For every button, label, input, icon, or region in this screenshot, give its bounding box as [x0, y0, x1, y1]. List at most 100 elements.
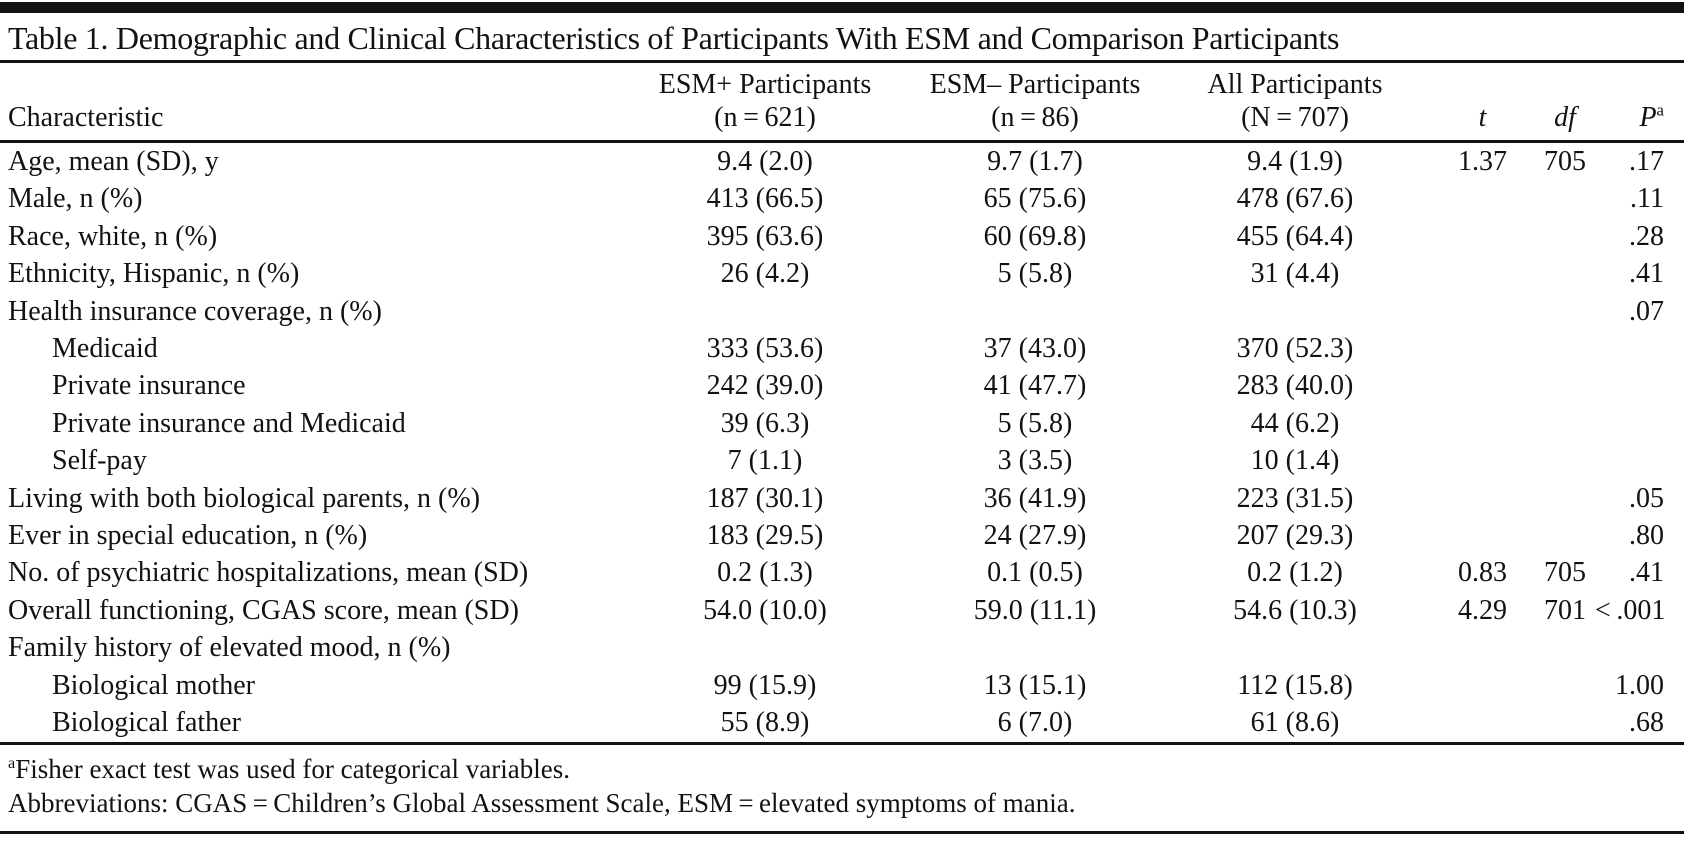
cell-all: 207 (29.3)	[1236, 520, 1354, 552]
cell-df	[1535, 480, 1595, 517]
cell-esm-minus	[910, 629, 1160, 666]
row-label: Race, white, n (%)	[8, 220, 218, 252]
table-title: Table 1. Demographic and Clinical Charac…	[0, 13, 1684, 63]
cell-t	[1430, 293, 1535, 330]
table-row: Overall functioning, CGAS score, mean (S…	[0, 592, 1684, 629]
cell-all: 370 (52.3)	[1236, 333, 1354, 365]
cell-esm-plus: 54.0 (10.0)	[703, 594, 827, 626]
table-footnotes: aFisher exact test was used for categori…	[0, 745, 1684, 820]
cell-esm-plus: 99 (15.9)	[713, 669, 817, 701]
cell-all: 61 (8.6)	[1160, 704, 1430, 745]
column-header-t: t	[1430, 63, 1535, 143]
cell-p: .11	[1630, 183, 1664, 215]
cell-all: 9.4 (1.9)	[1247, 146, 1343, 177]
cell-esm-minus: 37 (43.0)	[983, 333, 1087, 365]
cell-t	[1430, 180, 1535, 217]
cell-df	[1535, 218, 1595, 255]
cell-t	[1430, 405, 1535, 442]
cell-p: < .001	[1595, 594, 1666, 626]
column-header-esm-minus-line1: ESM– Participants	[929, 69, 1141, 100]
cell-p: 1.00	[1615, 669, 1664, 701]
row-label: Medicaid	[52, 333, 158, 365]
cell-p: .05	[1629, 482, 1664, 514]
row-label: Overall functioning, CGAS score, mean (S…	[8, 594, 519, 626]
header-row: Characteristic ESM+ Participants (n = 62…	[0, 63, 1684, 143]
row-label: Family history of elevated mood, n (%)	[8, 632, 451, 664]
cell-esm-plus	[620, 629, 910, 666]
cell-esm-plus: 333 (53.6)	[706, 333, 824, 365]
column-header-esm-minus: ESM– Participants (n = 86)	[910, 63, 1160, 143]
cell-esm-plus: 7 (1.1)	[727, 445, 803, 477]
cell-all: 455 (64.4)	[1236, 220, 1354, 252]
p-label: P	[1639, 102, 1657, 133]
row-label: Self-pay	[52, 445, 147, 477]
row-label: No. of psychiatric hospitalizations, mea…	[8, 557, 529, 589]
cell-t	[1430, 667, 1535, 704]
table-row: Private insurance 242 (39.0) 41 (47.7) 283 …	[0, 367, 1684, 404]
cell-p	[1595, 405, 1684, 442]
row-label: Male, n (%)	[8, 183, 143, 215]
column-header-all-line2: (N = 707)	[1241, 102, 1349, 133]
cell-esm-plus: 413 (66.5)	[706, 183, 824, 215]
cell-df	[1535, 405, 1595, 442]
cell-df	[1535, 517, 1595, 554]
cell-esm-minus: 5 (5.8)	[997, 258, 1073, 290]
cell-esm-plus: 0.2 (1.3)	[717, 557, 813, 589]
row-label: Biological mother	[52, 669, 255, 701]
demographics-table: Characteristic ESM+ Participants (n = 62…	[0, 63, 1684, 745]
cell-all: 112 (15.8)	[1237, 669, 1353, 701]
cell-esm-minus: 41 (47.7)	[983, 370, 1087, 402]
cell-all: 223 (31.5)	[1236, 482, 1354, 514]
cell-p	[1595, 330, 1684, 367]
cell-df	[1535, 629, 1595, 666]
cell-t	[1430, 480, 1535, 517]
row-label: Private insurance	[52, 370, 246, 402]
cell-df	[1535, 442, 1595, 479]
column-header-all-line1: All Participants	[1207, 69, 1383, 100]
cell-esm-minus: 6 (7.0)	[910, 704, 1160, 745]
table-row: No. of psychiatric hospitalizations, mea…	[0, 554, 1684, 591]
cell-esm-minus: 9.7 (1.7)	[987, 146, 1083, 177]
cell-all: 10 (1.4)	[1250, 445, 1340, 477]
column-header-all: All Participants (N = 707)	[1160, 63, 1430, 143]
cell-p: .07	[1629, 295, 1664, 327]
table-row: Male, n (%) 413 (66.5) 65 (75.6) 478 (67.6)…	[0, 180, 1684, 217]
table-row: Biological father 55 (8.9) 6 (7.0) 61 (8.6)…	[0, 704, 1684, 745]
cell-esm-minus	[910, 293, 1160, 330]
cell-esm-minus: 65 (75.6)	[983, 183, 1087, 215]
cell-t	[1430, 517, 1535, 554]
row-label: Health insurance coverage, n (%)	[8, 295, 382, 327]
cell-df	[1535, 667, 1595, 704]
column-header-characteristic: Characteristic	[0, 63, 620, 143]
row-label: Ethnicity, Hispanic, n (%)	[8, 258, 300, 290]
cell-esm-plus: 395 (63.6)	[706, 220, 824, 252]
cell-esm-minus: 13 (15.1)	[983, 669, 1087, 701]
footnote-fisher: aFisher exact test was used for categori…	[8, 752, 1676, 786]
cell-all: 0.2 (1.2)	[1247, 557, 1343, 589]
cell-esm-plus: 242 (39.0)	[706, 370, 824, 402]
cell-p	[1595, 442, 1684, 479]
cell-esm-minus: 60 (69.8)	[983, 220, 1087, 252]
cell-df	[1535, 367, 1595, 404]
cell-df	[1535, 704, 1595, 745]
cell-df	[1535, 293, 1595, 330]
row-label: Private insurance and Medicaid	[52, 407, 406, 439]
cell-all: 31 (4.4)	[1250, 258, 1340, 290]
column-header-esm-minus-line2: (n = 86)	[991, 102, 1079, 133]
cell-t	[1430, 367, 1535, 404]
cell-p: .68	[1595, 704, 1684, 745]
table-row: Biological mother 99 (15.9) 13 (15.1) 112 (…	[0, 667, 1684, 704]
column-header-p: Pa	[1595, 63, 1684, 143]
table-body: Age, mean (SD), y 9.4 (2.0) 9.7 (1.7) 9.4 (…	[0, 142, 1684, 745]
cell-all	[1160, 293, 1430, 330]
cell-t	[1430, 255, 1535, 292]
table-row: Age, mean (SD), y 9.4 (2.0) 9.7 (1.7) 9.4 (…	[0, 142, 1684, 181]
cell-df: 705	[1544, 146, 1586, 177]
cell-all: 283 (40.0)	[1236, 370, 1354, 402]
cell-esm-plus: 39 (6.3)	[720, 407, 810, 439]
cell-t	[1430, 218, 1535, 255]
column-header-esm-plus-line1: ESM+ Participants	[658, 69, 872, 100]
cell-t: 0.83	[1458, 557, 1507, 589]
cell-p: .41	[1629, 258, 1664, 290]
cell-esm-minus: 5 (5.8)	[997, 407, 1073, 439]
